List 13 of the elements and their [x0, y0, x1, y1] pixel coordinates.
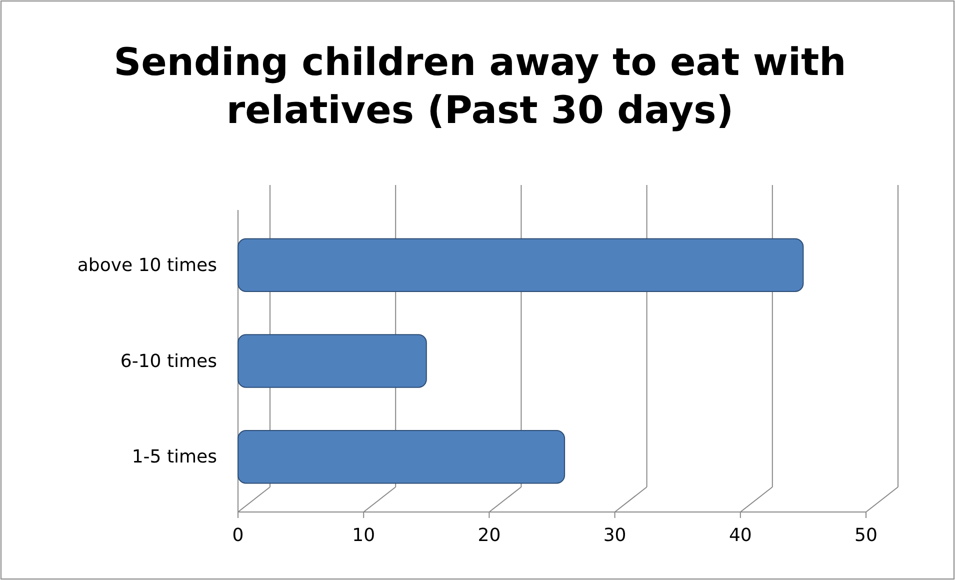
x-tick-label: 50 — [854, 524, 878, 546]
chart-title: Sending children away to eat with relatives (Past 30 days) — [114, 40, 846, 132]
x-tick-label: 10 — [352, 524, 376, 546]
bar — [238, 334, 427, 388]
x-tick-label: 40 — [728, 524, 752, 546]
x-tick-label: 30 — [603, 524, 626, 546]
x-tick-label: 20 — [478, 524, 501, 546]
y-tick-label: 6-10 times — [120, 350, 217, 372]
y-tick-label: above 10 times — [77, 254, 217, 276]
bar — [238, 238, 804, 292]
y-tick-label: 1-5 times — [132, 446, 217, 468]
bar — [238, 430, 566, 484]
x-tick-label: 0 — [232, 524, 244, 546]
